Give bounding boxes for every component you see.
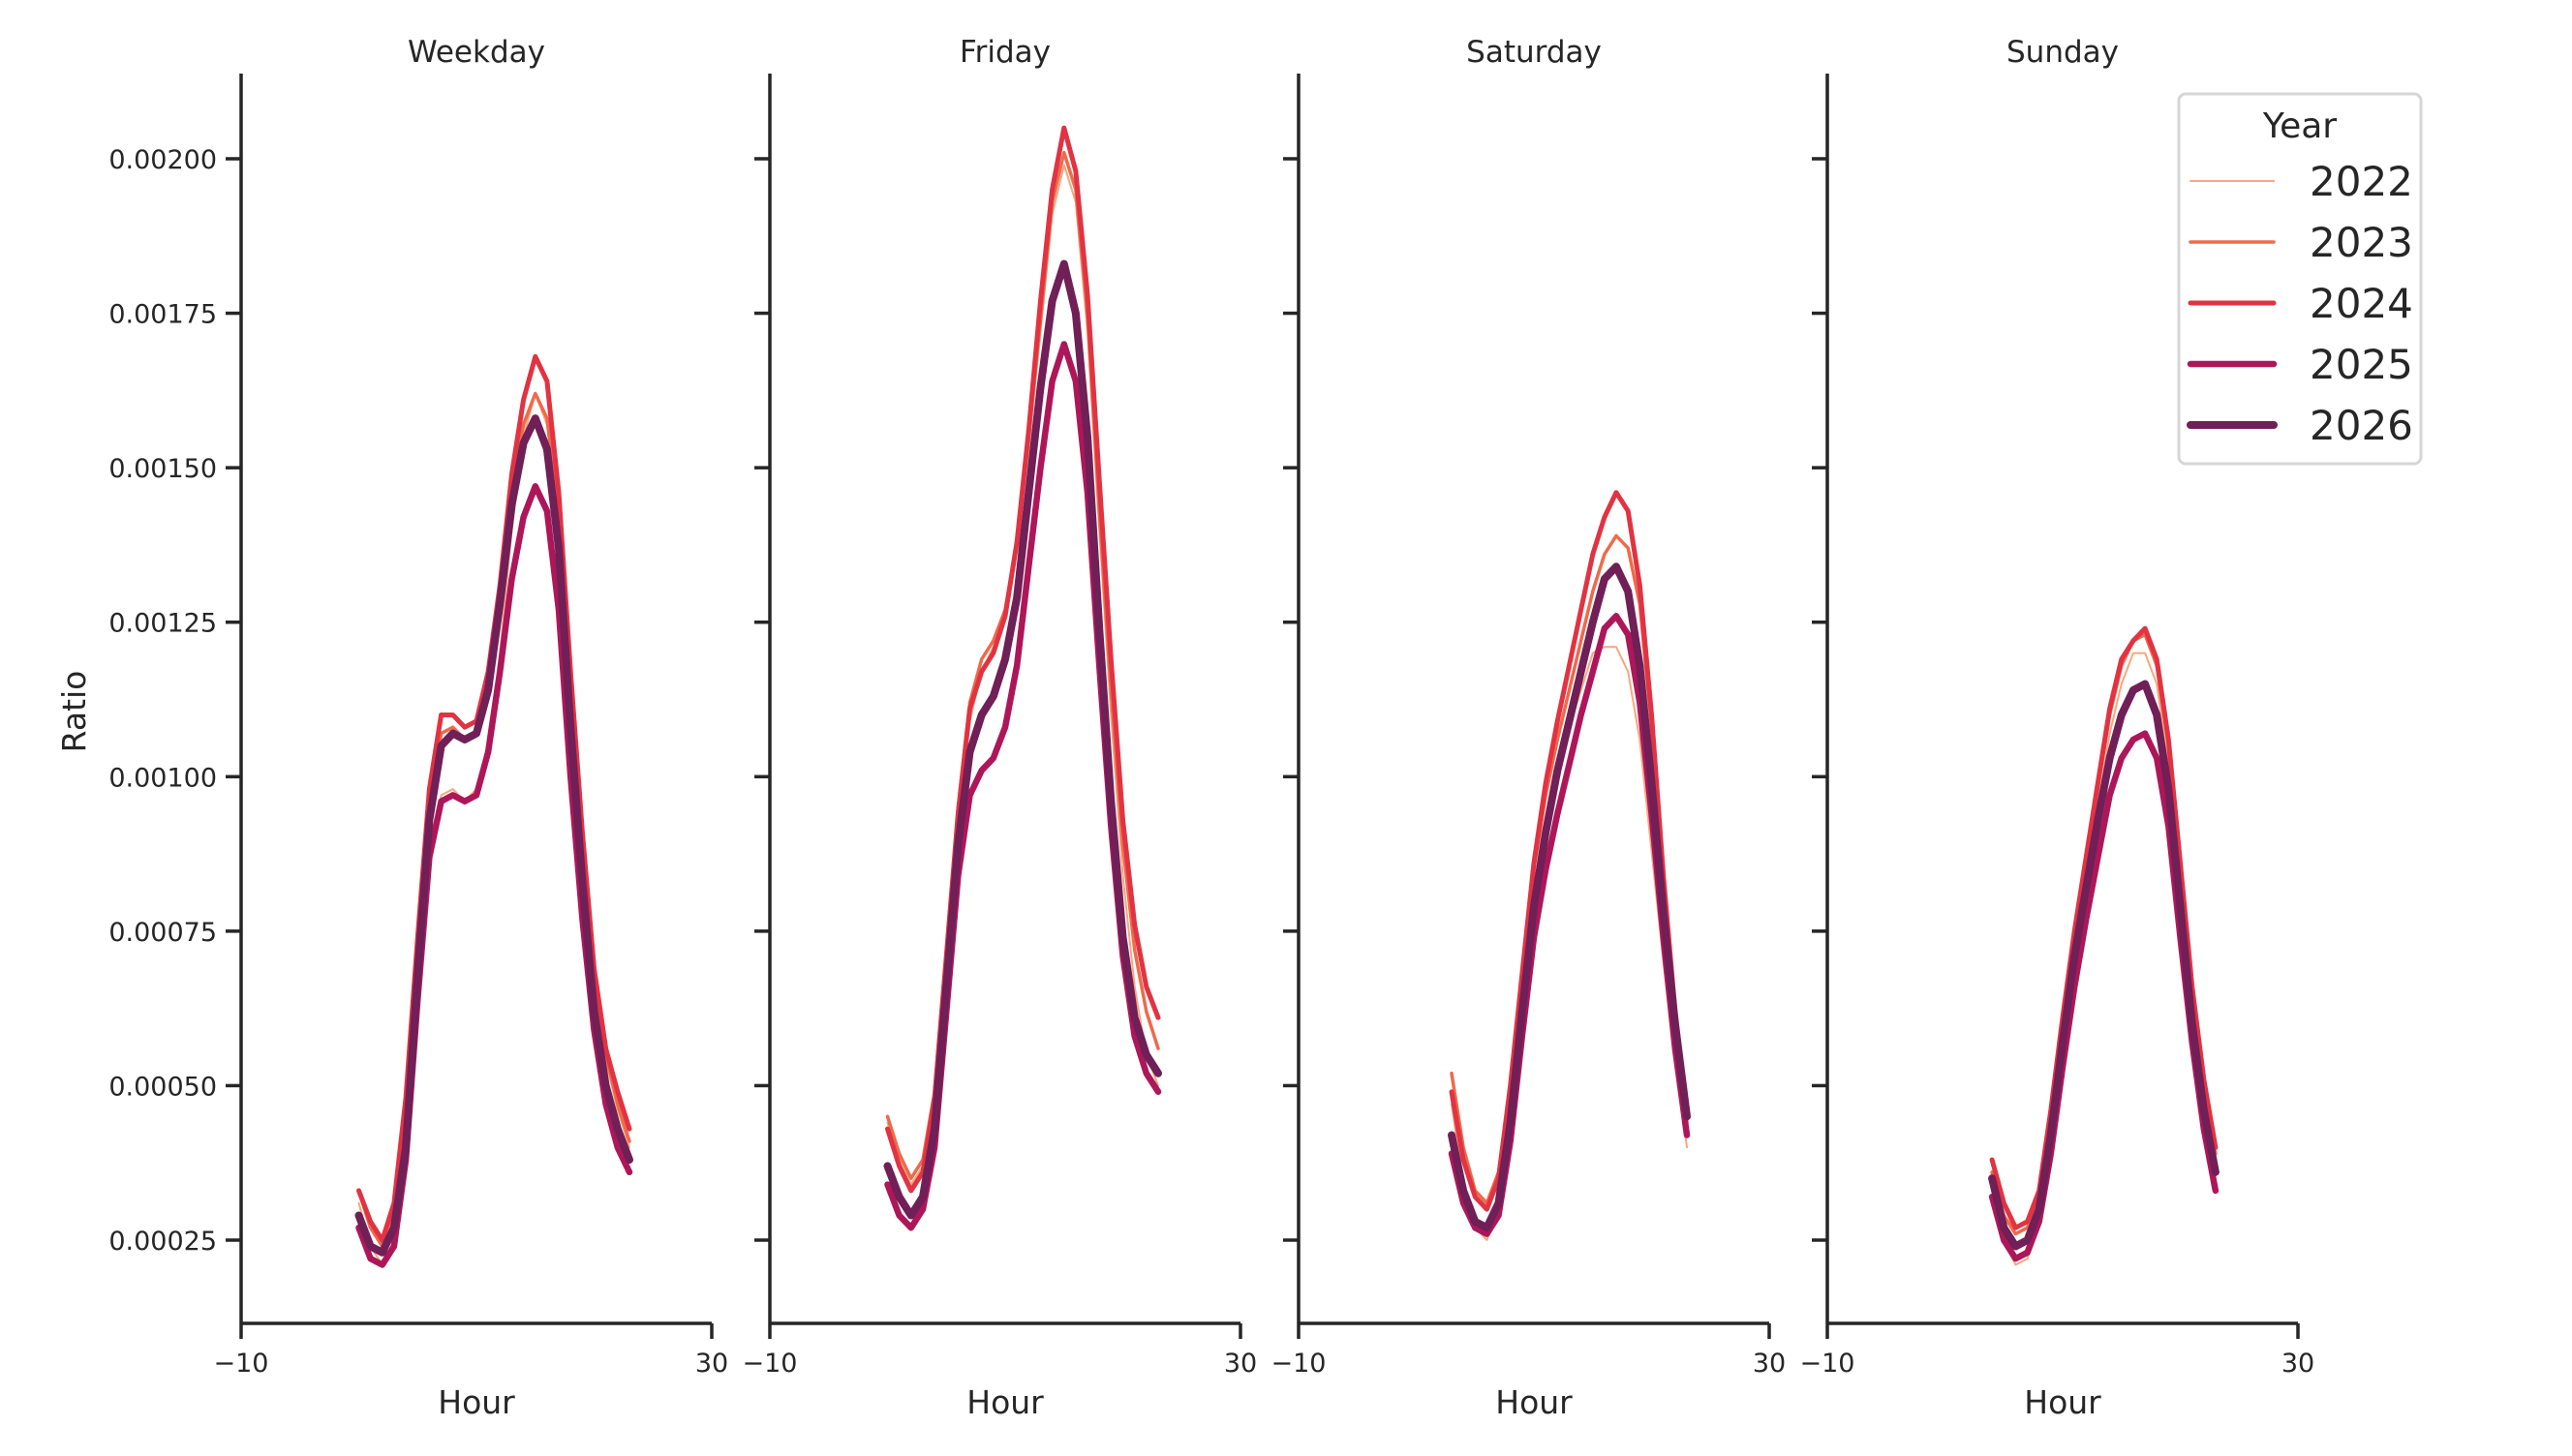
legend-label-2023: 2023 [2310, 219, 2413, 266]
series-line-2023 [885, 150, 1160, 1180]
facet-panels: Weekday 0.00025 0.00050 0.00075 0.00100 0.001… [108, 35, 2314, 1421]
facet-panel-sunday: Sunday −10 30 Hour [1800, 35, 2315, 1421]
series-line-2025 [1988, 730, 2220, 1262]
legend-title: Year [2262, 106, 2337, 146]
panel-title: Weekday [408, 35, 545, 70]
y-tick-label: 0.00025 [108, 1227, 217, 1257]
facet-panel-saturday: Saturday −10 30 Hour [1271, 35, 1787, 1421]
x-axis-label: Hour [966, 1383, 1044, 1421]
series-line-2024 [885, 125, 1161, 1194]
facet-panel-weekday: Weekday 0.00025 0.00050 0.00075 0.00100 0.001… [108, 35, 728, 1421]
panel-title: Saturday [1466, 35, 1602, 70]
panel-title: Sunday [2006, 35, 2119, 70]
x-tick-label: 30 [2281, 1349, 2314, 1379]
x-tick-label: −10 [743, 1349, 798, 1379]
x-tick-label: −10 [1271, 1349, 1327, 1379]
series-line-2023 [356, 391, 631, 1249]
y-tick-label: 0.00125 [108, 609, 217, 639]
x-tick-label: 30 [695, 1349, 728, 1379]
panel-title: Friday [960, 35, 1051, 70]
series-line-2026 [1988, 680, 2220, 1251]
series-line-2023 [1450, 533, 1689, 1205]
series-line-2024 [356, 353, 632, 1243]
y-tick-label: 0.00075 [108, 918, 217, 948]
legend-label-2024: 2024 [2310, 280, 2413, 327]
y-tick-label: 0.00150 [108, 454, 217, 484]
series-line-2022 [886, 164, 1159, 1186]
y-tick-label: 0.00100 [108, 763, 217, 793]
facet-panel-friday: Friday −10 30 Hour [743, 35, 1258, 1421]
legend-label-2022: 2022 [2310, 158, 2413, 205]
legend: Year 2022 2023 2024 2025 2026 [2177, 92, 2423, 466]
y-tick-label: 0.00200 [108, 145, 217, 175]
x-axis-label: Hour [2024, 1383, 2101, 1421]
series-line-2024 [1989, 625, 2219, 1230]
y-tick-label: 0.00175 [108, 300, 217, 330]
legend-label-2025: 2025 [2310, 341, 2413, 388]
x-tick-label: 30 [1224, 1349, 1257, 1379]
x-tick-label: −10 [214, 1349, 269, 1379]
legend-box [2177, 92, 2423, 466]
y-tick-label: 0.00050 [108, 1072, 217, 1102]
series-line-2024 [1449, 490, 1690, 1212]
series-line-2026 [1448, 562, 1691, 1232]
x-axis-label: Hour [1495, 1383, 1573, 1421]
x-axis-label: Hour [438, 1383, 515, 1421]
legend-label-2026: 2026 [2310, 402, 2413, 449]
y-axis-label: Ratio [55, 671, 93, 753]
series-line-2026 [883, 259, 1162, 1220]
x-tick-label: −10 [1800, 1349, 1855, 1379]
x-tick-label: 30 [1753, 1349, 1786, 1379]
series-line-2026 [354, 414, 633, 1257]
